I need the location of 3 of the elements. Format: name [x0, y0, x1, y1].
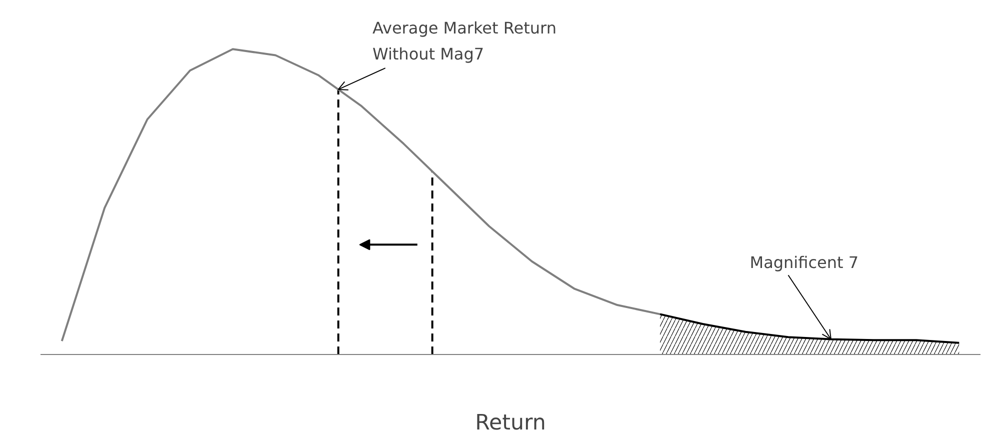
annotation: Magnificent 7 [750, 253, 859, 272]
annotation: Average Market Return Without Mag7 [372, 18, 556, 64]
x-axis-title: Return [475, 410, 546, 436]
